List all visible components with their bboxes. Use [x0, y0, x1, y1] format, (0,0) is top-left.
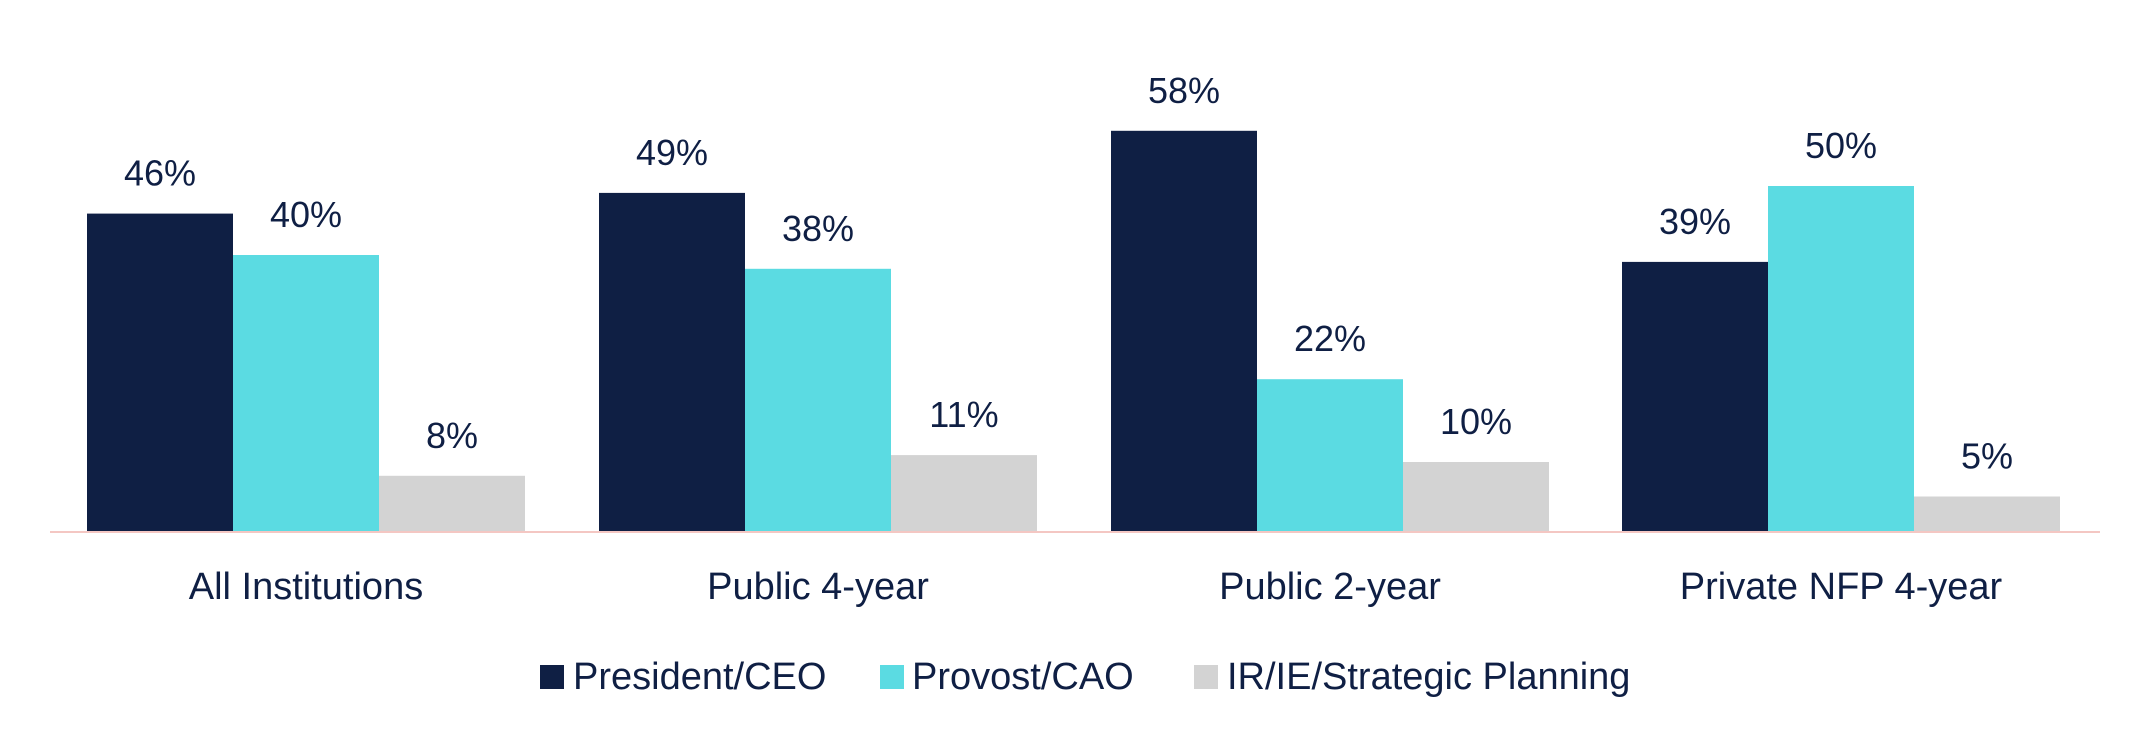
- bar-president-ceo-3: [1622, 261, 1768, 531]
- legend-label: IR/IE/Strategic Planning: [1227, 656, 1630, 698]
- data-label: 5%: [1961, 436, 2013, 477]
- data-label: 40%: [270, 194, 342, 235]
- data-label: 49%: [636, 132, 708, 173]
- legend-label: President/CEO: [573, 656, 826, 698]
- bar-provost-cao-1: [745, 268, 891, 531]
- bar-ir-ie-strategic-planning-0: [379, 475, 525, 531]
- category-labels-group: All Institutions Public 4-year Public 2-ye…: [189, 566, 2003, 608]
- bar-provost-cao-0: [233, 255, 379, 531]
- data-label: 39%: [1659, 201, 1731, 242]
- bar-president-ceo-1: [599, 192, 745, 531]
- data-label: 38%: [782, 208, 854, 249]
- category-tick-label: Public 4-year: [707, 566, 929, 608]
- legend-swatch: [880, 665, 904, 689]
- legend-swatch: [1194, 665, 1218, 689]
- legend-label: Provost/CAO: [912, 656, 1134, 698]
- bar-president-ceo-0: [87, 213, 233, 531]
- data-label: 22%: [1294, 318, 1366, 359]
- data-label: 46%: [124, 153, 196, 194]
- category-tick-label: All Institutions: [189, 566, 423, 608]
- data-label: 50%: [1805, 125, 1877, 166]
- legend-swatch: [540, 665, 564, 689]
- bar-president-ceo-2: [1111, 130, 1257, 532]
- category-tick-label: Private NFP 4-year: [1680, 566, 2003, 608]
- data-label: 8%: [426, 415, 478, 456]
- bar-provost-cao-2: [1257, 379, 1403, 531]
- bar-ir-ie-strategic-planning-2: [1403, 462, 1549, 531]
- data-label: 10%: [1440, 401, 1512, 442]
- legend: President/CEO Provost/CAO IR/IE/Strategic …: [540, 656, 1630, 698]
- data-label: 11%: [929, 394, 998, 435]
- data-label: 58%: [1148, 70, 1220, 111]
- category-tick-label: Public 2-year: [1219, 566, 1441, 608]
- bars-group: [87, 130, 2060, 532]
- bar-ir-ie-strategic-planning-1: [891, 455, 1037, 531]
- value-labels-group: 46% 40% 8% 49% 38% 11% 58% 22% 10% 39% 50% 5%: [124, 70, 2013, 477]
- bar-provost-cao-3: [1768, 186, 1914, 531]
- bar-ir-ie-strategic-planning-3: [1914, 496, 2060, 531]
